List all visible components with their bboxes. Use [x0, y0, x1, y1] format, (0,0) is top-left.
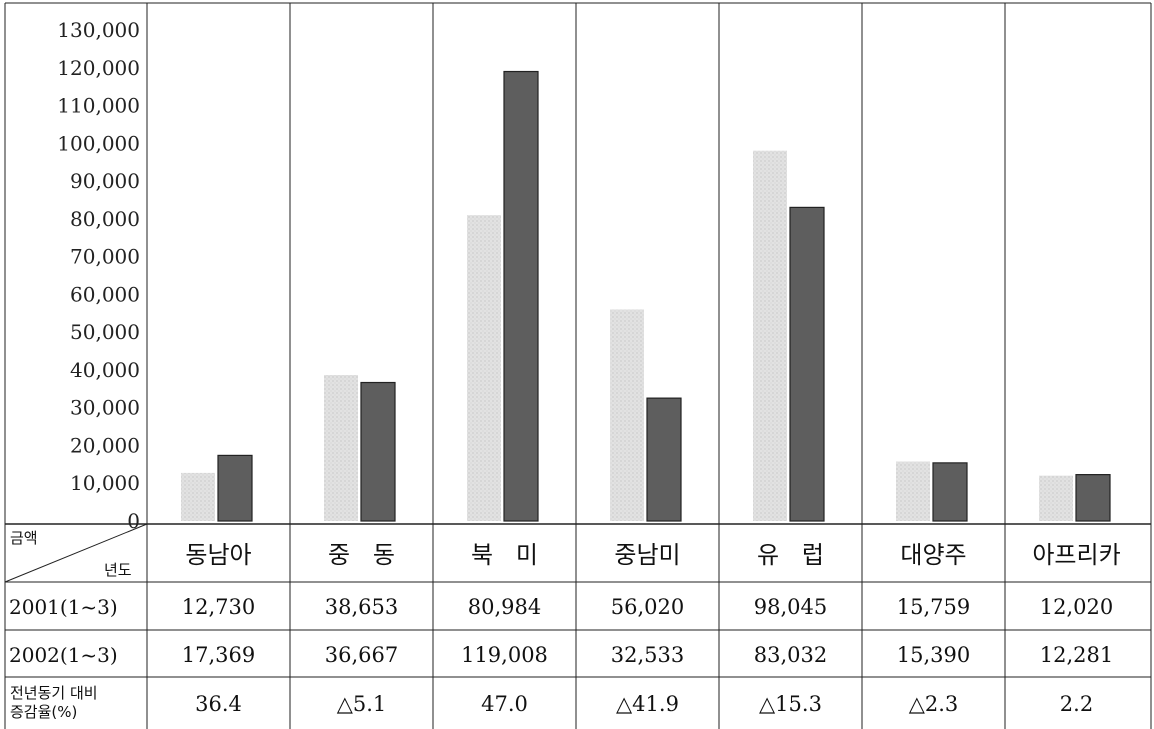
y-tick-label: 70,000 — [70, 245, 140, 269]
bar-2002 — [789, 206, 825, 522]
y-tick-label: 10,000 — [70, 471, 140, 495]
rate-label-line2: 증감율(%) — [10, 703, 77, 721]
category-label: 중 동 — [328, 541, 395, 569]
bar-2001 — [610, 309, 644, 521]
bar-2002 — [1075, 474, 1111, 522]
header-amount-label: 금액 — [10, 529, 38, 547]
table-cell: 98,045 — [754, 595, 827, 619]
table-cell: 12,020 — [1040, 595, 1113, 619]
y-tick-label: 100,000 — [57, 131, 140, 155]
category-label: 동남아 — [185, 541, 251, 569]
category-label: 아프리카 — [1032, 541, 1120, 569]
y-tick-label: 80,000 — [70, 207, 140, 231]
rate-cell: △15.3 — [759, 692, 822, 716]
y-tick-label: 120,000 — [57, 56, 140, 80]
table-cell: 17,369 — [182, 643, 255, 667]
bar-2002 — [932, 462, 968, 522]
category-label: 유 럽 — [757, 541, 824, 569]
table-cell: 15,759 — [897, 595, 970, 619]
table-cell: 83,032 — [754, 643, 827, 667]
bar-2001 — [753, 150, 787, 521]
y-tick-label: 40,000 — [70, 358, 140, 382]
y-tick-label: 110,000 — [57, 94, 140, 118]
bar-2002 — [503, 70, 539, 522]
rate-cell: 36.4 — [195, 692, 242, 716]
bar-2002 — [360, 381, 396, 522]
table-cell: 12,730 — [182, 595, 255, 619]
bar-2001 — [324, 375, 358, 521]
table-cell: 119,008 — [461, 643, 548, 667]
table-cell: 15,390 — [897, 643, 970, 667]
rate-cell: 2.2 — [1060, 692, 1093, 716]
bar-2001 — [896, 461, 930, 521]
row-label-2001: 2001(1~3) — [9, 595, 118, 619]
y-tick-label: 20,000 — [70, 433, 140, 457]
bar-2001 — [467, 215, 501, 522]
header-year-label: 년도 — [104, 561, 132, 579]
table-cell: 38,653 — [325, 595, 398, 619]
rate-cell: △2.3 — [909, 692, 959, 716]
y-tick-label: 50,000 — [70, 320, 140, 344]
table-cell: 36,667 — [325, 643, 398, 667]
table-cell: 56,020 — [611, 595, 684, 619]
bar-2001 — [181, 472, 215, 521]
y-tick-label: 30,000 — [70, 396, 140, 420]
rate-cell: △5.1 — [337, 692, 387, 716]
category-label: 북 미 — [471, 541, 538, 569]
category-label: 대양주 — [900, 541, 966, 569]
y-tick-label: 130,000 — [57, 18, 140, 42]
bar-2001 — [1039, 475, 1073, 521]
bar-2002 — [646, 397, 682, 522]
table-cell: 32,533 — [611, 643, 684, 667]
y-tick-label: 60,000 — [70, 282, 140, 306]
y-tick-label: 90,000 — [70, 169, 140, 193]
table-cell: 80,984 — [468, 595, 541, 619]
table-cell: 12,281 — [1040, 643, 1113, 667]
rate-label-line1: 전년동기 대비 — [10, 684, 98, 702]
table-grid — [4, 2, 1152, 729]
rate-cell: △41.9 — [616, 692, 679, 716]
rate-cell: 47.0 — [481, 692, 528, 716]
bar-2002 — [217, 454, 253, 522]
row-label-2002: 2002(1~3) — [9, 643, 118, 667]
category-label: 중남미 — [614, 541, 680, 569]
y-tick-label: 0 — [127, 509, 140, 533]
